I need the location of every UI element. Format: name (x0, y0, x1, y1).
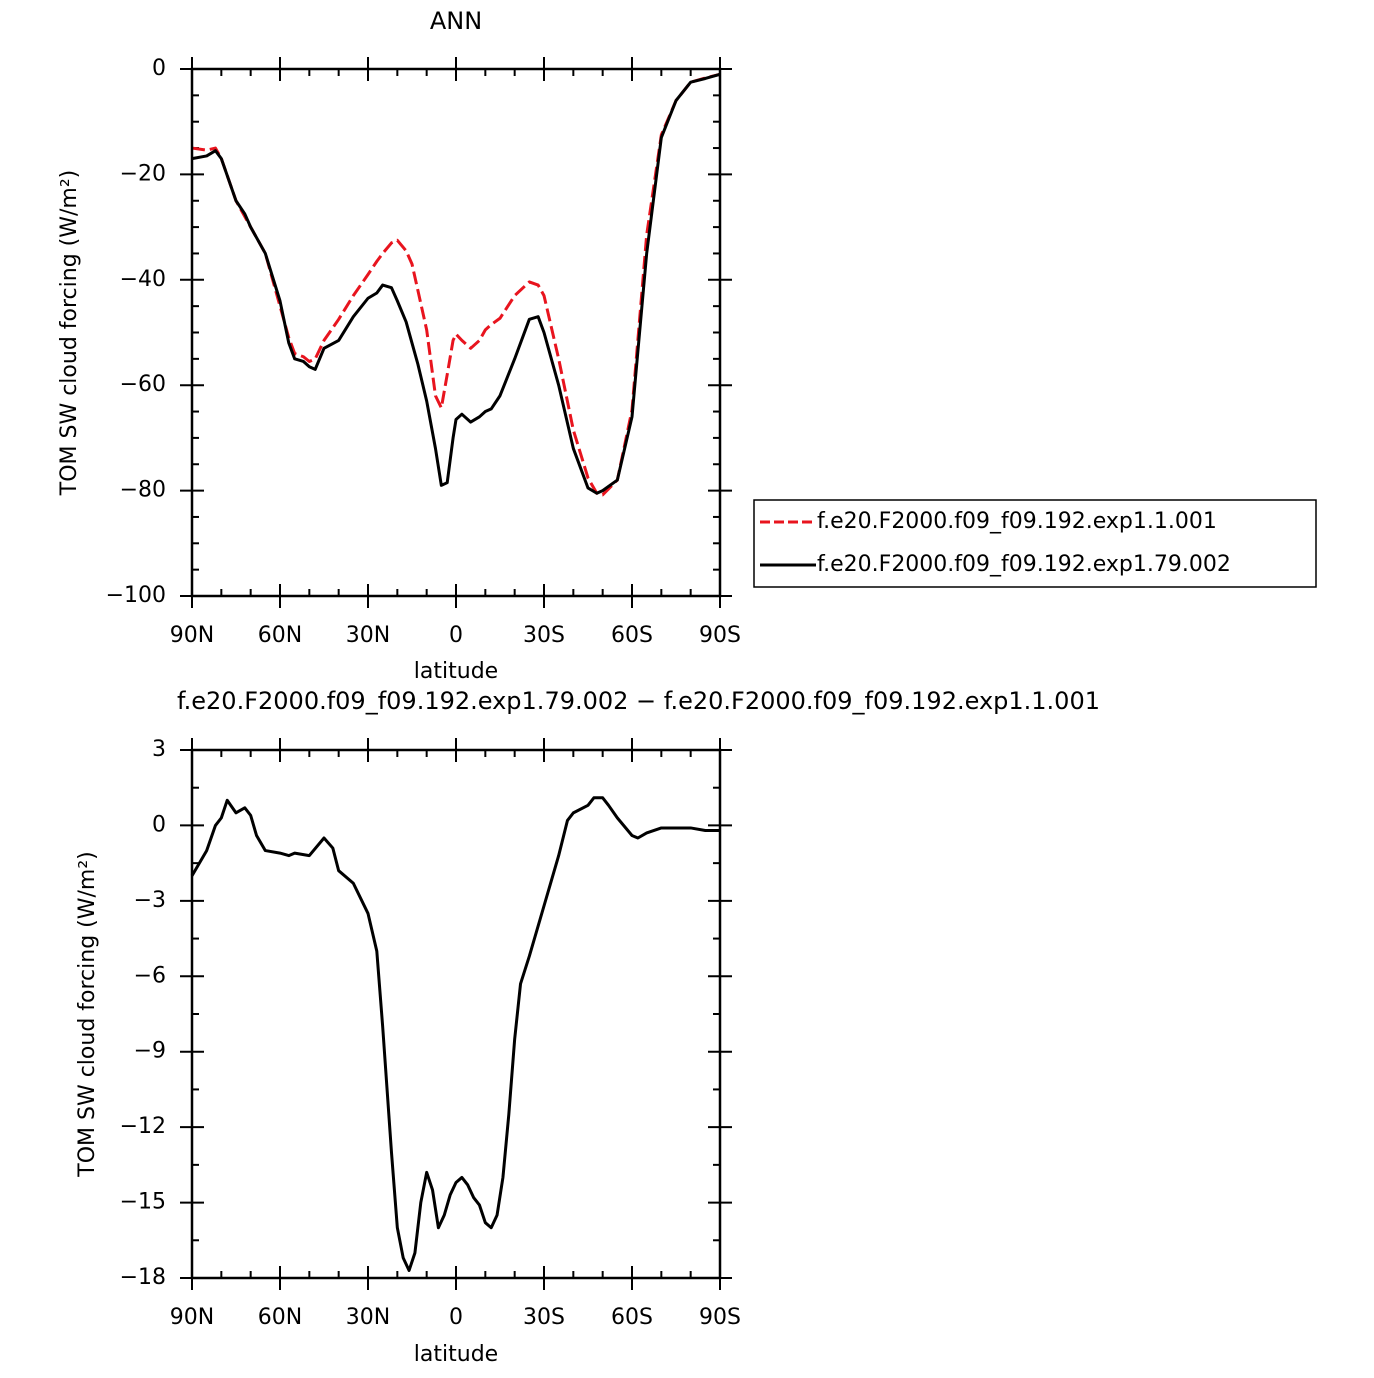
x-tick-label: 30N (346, 623, 390, 648)
y-tick-label: −60 (120, 372, 166, 397)
legend-label: f.e20.F2000.f09_f09.192.exp1.79.002 (817, 552, 1231, 577)
data-line (190, 796, 720, 1272)
y-tick-label: −15 (120, 1190, 166, 1215)
x-tick-label: 0 (449, 623, 463, 648)
x-tick-label: 30N (346, 1305, 390, 1330)
x-axis-label: latitude (414, 1342, 498, 1367)
x-axis-label: latitude (414, 659, 498, 684)
legend-label: f.e20.F2000.f09_f09.192.exp1.1.001 (817, 509, 1217, 534)
y-tick-label: 3 (152, 737, 166, 762)
plot-frame (190, 67, 722, 598)
chart-title: f.e20.F2000.f09_f09.192.exp1.79.002 − f.… (177, 687, 1100, 715)
y-tick-label: −40 (120, 267, 166, 292)
y-axis-label: TOM SW cloud forcing (W/m²) (57, 170, 82, 496)
y-tick-label: −18 (120, 1265, 166, 1290)
x-tick-label: 90S (699, 1305, 741, 1330)
x-tick-label: 30S (523, 1305, 565, 1330)
y-tick-label: −100 (106, 583, 166, 608)
y-tick-label: −3 (134, 888, 166, 913)
x-tick-label: 60N (258, 623, 302, 648)
y-axis-label: TOM SW cloud forcing (W/m²) (75, 851, 100, 1177)
plot-frame (190, 748, 722, 1280)
x-tick-label: 90S (699, 623, 741, 648)
data-line (191, 72, 721, 495)
y-tick-label: −9 (134, 1039, 166, 1064)
x-tick-label: 30S (523, 623, 565, 648)
legend-box (753, 499, 1317, 588)
y-tick-label: 0 (152, 56, 166, 81)
y-tick-label: −6 (134, 963, 166, 988)
x-tick-label: 90N (170, 623, 214, 648)
y-tick-label: −80 (120, 478, 166, 503)
x-tick-label: 60S (611, 1305, 653, 1330)
y-tick-label: −12 (120, 1114, 166, 1139)
x-tick-label: 60S (611, 623, 653, 648)
y-tick-label: 0 (152, 812, 166, 837)
x-tick-label: 90N (170, 1305, 214, 1330)
x-tick-label: 60N (258, 1305, 302, 1330)
x-tick-label: 0 (449, 1305, 463, 1330)
y-tick-label: −20 (120, 161, 166, 186)
data-line (191, 72, 721, 497)
chart-title: ANN (430, 7, 482, 35)
